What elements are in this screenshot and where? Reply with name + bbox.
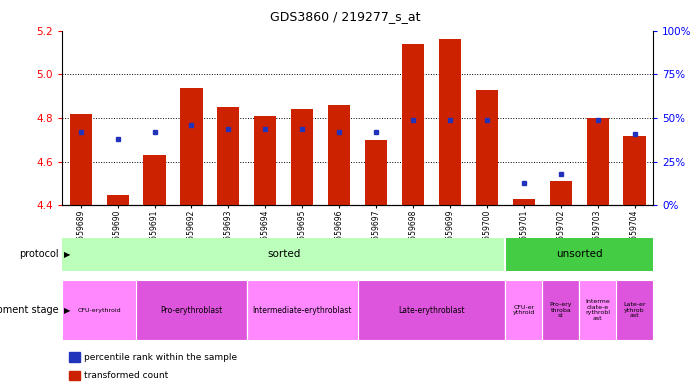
- Text: Late-erythroblast: Late-erythroblast: [398, 306, 465, 314]
- Bar: [542, 280, 579, 340]
- Bar: [144, 155, 166, 205]
- Text: ▶: ▶: [64, 250, 70, 259]
- Bar: [505, 238, 653, 271]
- Text: transformed count: transformed count: [84, 371, 168, 380]
- Bar: [254, 116, 276, 205]
- Bar: [365, 140, 387, 205]
- Bar: [62, 280, 136, 340]
- Text: Late-er
ythrob
ast: Late-er ythrob ast: [623, 302, 646, 318]
- Bar: [542, 280, 579, 340]
- Bar: [136, 280, 247, 340]
- Text: sorted: sorted: [267, 249, 301, 260]
- Text: Pro-erythroblast: Pro-erythroblast: [160, 306, 223, 314]
- Text: percentile rank within the sample: percentile rank within the sample: [84, 353, 237, 362]
- Bar: [217, 107, 239, 205]
- Bar: [291, 109, 313, 205]
- Bar: [623, 136, 645, 205]
- Bar: [180, 88, 202, 205]
- Bar: [402, 44, 424, 205]
- Bar: [247, 280, 358, 340]
- Bar: [358, 280, 505, 340]
- Bar: [62, 280, 136, 340]
- Bar: [439, 40, 461, 205]
- Bar: [505, 280, 542, 340]
- Bar: [136, 280, 247, 340]
- Text: Interme
diate-e
rythrobl
ast: Interme diate-e rythrobl ast: [585, 300, 610, 321]
- Bar: [328, 105, 350, 205]
- Bar: [70, 114, 92, 205]
- Bar: [587, 118, 609, 205]
- Bar: [579, 280, 616, 340]
- Bar: [505, 280, 542, 340]
- Text: ▶: ▶: [64, 306, 70, 314]
- Bar: [616, 280, 653, 340]
- Bar: [616, 280, 653, 340]
- Bar: [106, 195, 129, 205]
- Bar: [549, 181, 571, 205]
- Text: CFU-er
ythroid: CFU-er ythroid: [513, 305, 535, 315]
- Text: development stage: development stage: [0, 305, 59, 315]
- Text: protocol: protocol: [19, 249, 59, 260]
- Bar: [513, 199, 535, 205]
- Bar: [247, 280, 358, 340]
- Bar: [579, 280, 616, 340]
- Bar: [62, 238, 505, 271]
- Text: Pro-ery
throba
st: Pro-ery throba st: [549, 302, 572, 318]
- Bar: [475, 90, 498, 205]
- Text: Intermediate-erythroblast: Intermediate-erythroblast: [252, 306, 352, 314]
- Bar: [358, 280, 505, 340]
- Text: unsorted: unsorted: [556, 249, 603, 260]
- Text: CFU-erythroid: CFU-erythroid: [77, 308, 121, 313]
- Text: GDS3860 / 219277_s_at: GDS3860 / 219277_s_at: [270, 10, 421, 23]
